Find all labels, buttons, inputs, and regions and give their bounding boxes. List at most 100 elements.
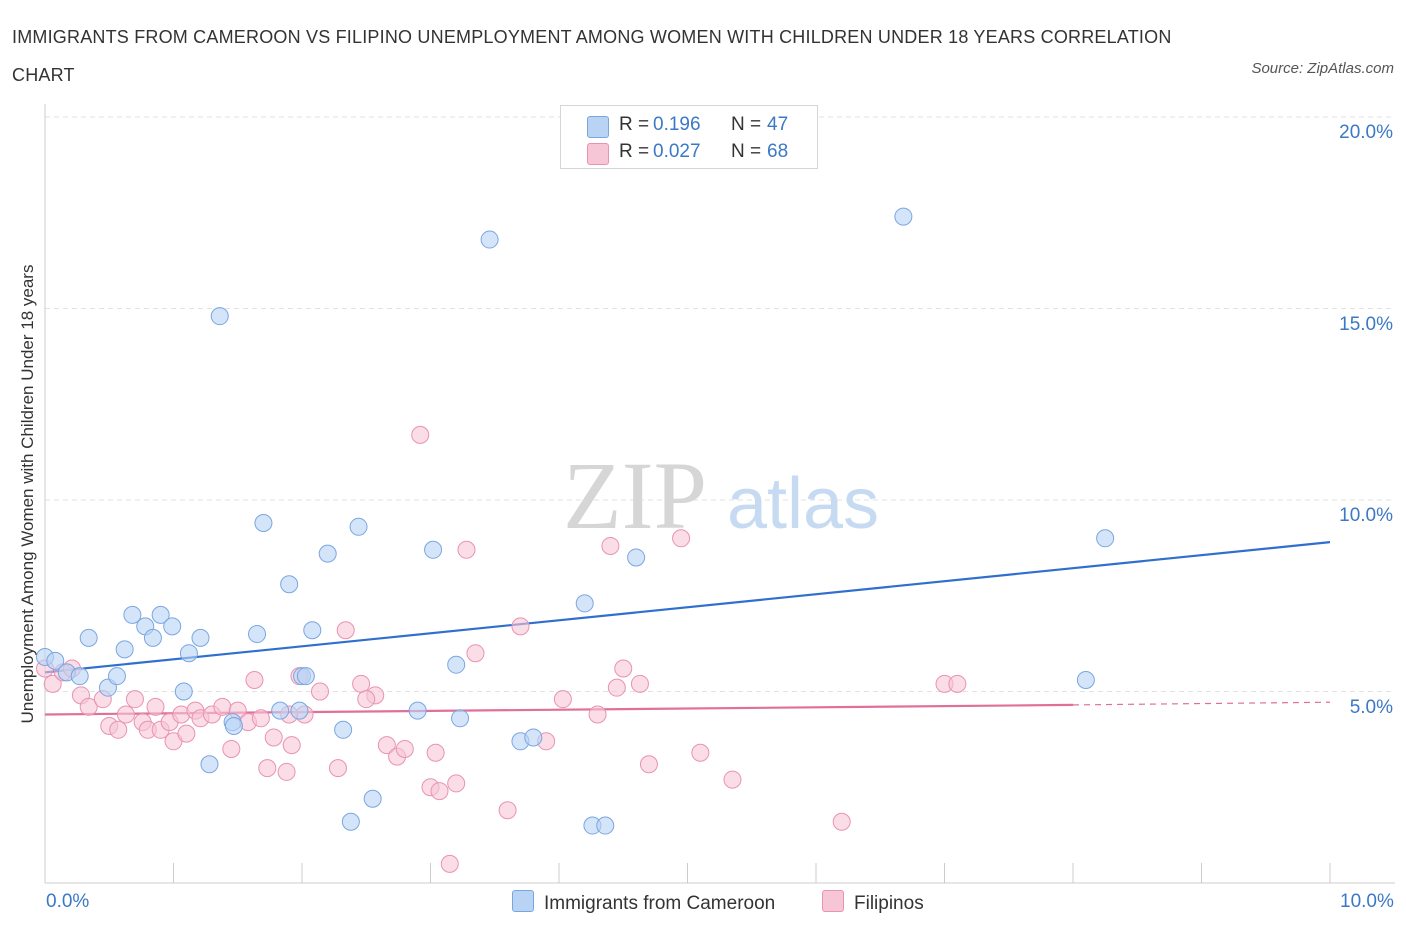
filipinos-point-34: [310, 682, 329, 701]
cameroon-point-11: [151, 605, 170, 624]
cameroon-points: [36, 207, 1115, 835]
filipinos-point-39: [377, 736, 396, 755]
cameroon-point-34: [451, 709, 470, 728]
filipinos-point-10: [125, 690, 144, 709]
cameroon-point-4: [79, 628, 98, 647]
legend-r-value-blue: 0.196: [653, 114, 701, 135]
filipinos-point-50: [498, 801, 517, 820]
filipinos-point-62: [832, 812, 851, 831]
y-axis-label: Unemployment Among Women with Children U…: [18, 264, 37, 724]
legend-label-filipinos: Filipinos: [854, 893, 924, 914]
filipinos-point-5: [79, 697, 98, 716]
filipinos-point-36: [336, 621, 355, 640]
cameroon-point-22: [280, 575, 299, 594]
filipinos-point-61: [723, 770, 742, 789]
filipinos-point-47: [447, 774, 466, 793]
cameroon-point-28: [341, 812, 360, 831]
filipinos-point-23: [222, 739, 241, 758]
cameroon-point-44: [1096, 529, 1115, 548]
filipinos-point-51: [511, 617, 530, 636]
y-tick-label-3: 20.0%: [1339, 122, 1393, 143]
cameroon-point-43: [1076, 671, 1095, 690]
cameroon-point-45: [296, 667, 315, 686]
cameroon-point-13: [174, 682, 193, 701]
watermark-atlas: atlas: [727, 464, 879, 544]
stats-legend: R = 0.196 N = 47 R = 0.027 N = 68: [560, 105, 818, 169]
trend-lines: [44, 541, 1331, 716]
filipinos-point-66: [357, 690, 376, 709]
cameroon-point-15: [191, 628, 210, 647]
cameroon-point-26: [318, 544, 337, 563]
filipinos-point-54: [588, 705, 607, 724]
filipinos-point-41: [395, 739, 414, 758]
filipinos-point-49: [466, 644, 485, 663]
filipinos-point-48: [457, 540, 476, 559]
pink-swatch: [822, 890, 844, 912]
filipinos-point-64: [948, 674, 967, 693]
cameroon-point-32: [424, 540, 443, 559]
cameroon-point-35: [480, 230, 499, 249]
filipinos-point-30: [277, 762, 296, 781]
cameroon-point-38: [575, 594, 594, 613]
cameroon-point-29: [349, 517, 368, 536]
cameroon-point-20: [254, 513, 273, 532]
cameroon-point-33: [447, 655, 466, 674]
filipinos-point-44: [426, 743, 445, 762]
filipinos-point-18: [177, 724, 196, 743]
source-label: Source: ZipAtlas.com: [1251, 60, 1394, 77]
cameroon-trend-line: [44, 541, 1331, 674]
cameroon-point-14: [179, 644, 198, 663]
cameroon-point-27: [334, 720, 353, 739]
filipinos-point-53: [553, 690, 572, 709]
cameroon-point-46: [224, 716, 243, 735]
blue-swatch: [587, 116, 609, 138]
cameroon-point-7: [115, 640, 134, 659]
cameroon-point-19: [248, 625, 267, 644]
filipinos-point-59: [672, 529, 691, 548]
legend-n-label: N =: [731, 141, 762, 162]
legend-r-label: R =: [619, 141, 650, 162]
filipinos-point-55: [601, 536, 620, 555]
cameroon-point-23: [290, 701, 309, 720]
legend-label-cameroon: Immigrants from Cameroon: [544, 893, 776, 914]
filipinos-point-22: [213, 697, 232, 716]
cameroon-point-12: [163, 617, 182, 636]
filipinos-trend-extension: [1072, 701, 1331, 706]
legend-n-value-blue: 47: [767, 114, 789, 135]
filipinos-point-42: [411, 425, 430, 444]
filipinos-point-28: [258, 759, 277, 778]
cameroon-point-41: [627, 548, 646, 567]
gridlines: [45, 116, 1395, 692]
pink-swatch: [587, 143, 609, 165]
filipinos-point-1: [43, 674, 62, 693]
filipinos-point-37: [352, 674, 371, 693]
chart-title: IMMIGRANTS FROM CAMEROON VS FILIPINO UNE…: [12, 27, 1172, 85]
blue-swatch: [512, 890, 534, 912]
watermark: ZIP atlas: [563, 442, 879, 549]
legend-r-value-pink: 0.027: [653, 141, 701, 162]
legend-n-value-pink: 68: [767, 141, 789, 162]
cameroon-point-17: [210, 307, 229, 326]
filipinos-point-13: [146, 697, 165, 716]
axes: [44, 104, 1395, 884]
cameroon-point-42: [894, 207, 913, 226]
cameroon-point-40: [596, 816, 615, 835]
legend-n-label: N =: [731, 114, 762, 135]
bottom-legend-filipinos: Filipinos: [822, 890, 924, 915]
y-tick-label-0: 5.0%: [1349, 696, 1393, 718]
filipinos-point-8: [109, 720, 128, 739]
filipinos-point-31: [282, 736, 301, 755]
cameroon-point-25: [303, 621, 322, 640]
cameroon-point-37: [524, 728, 543, 747]
filipinos-point-58: [639, 755, 658, 774]
x-tick-label-max: 10.0%: [1340, 891, 1394, 912]
x-tick-label-min: 0.0%: [46, 891, 90, 912]
cameroon-point-31: [408, 701, 427, 720]
filipinos-point-45: [430, 782, 449, 801]
filipinos-point-56: [607, 678, 626, 697]
cameroon-point-3: [70, 667, 89, 686]
cameroon-point-21: [271, 701, 290, 720]
filipinos-point-29: [264, 728, 283, 747]
cameroon-point-8: [123, 605, 142, 624]
